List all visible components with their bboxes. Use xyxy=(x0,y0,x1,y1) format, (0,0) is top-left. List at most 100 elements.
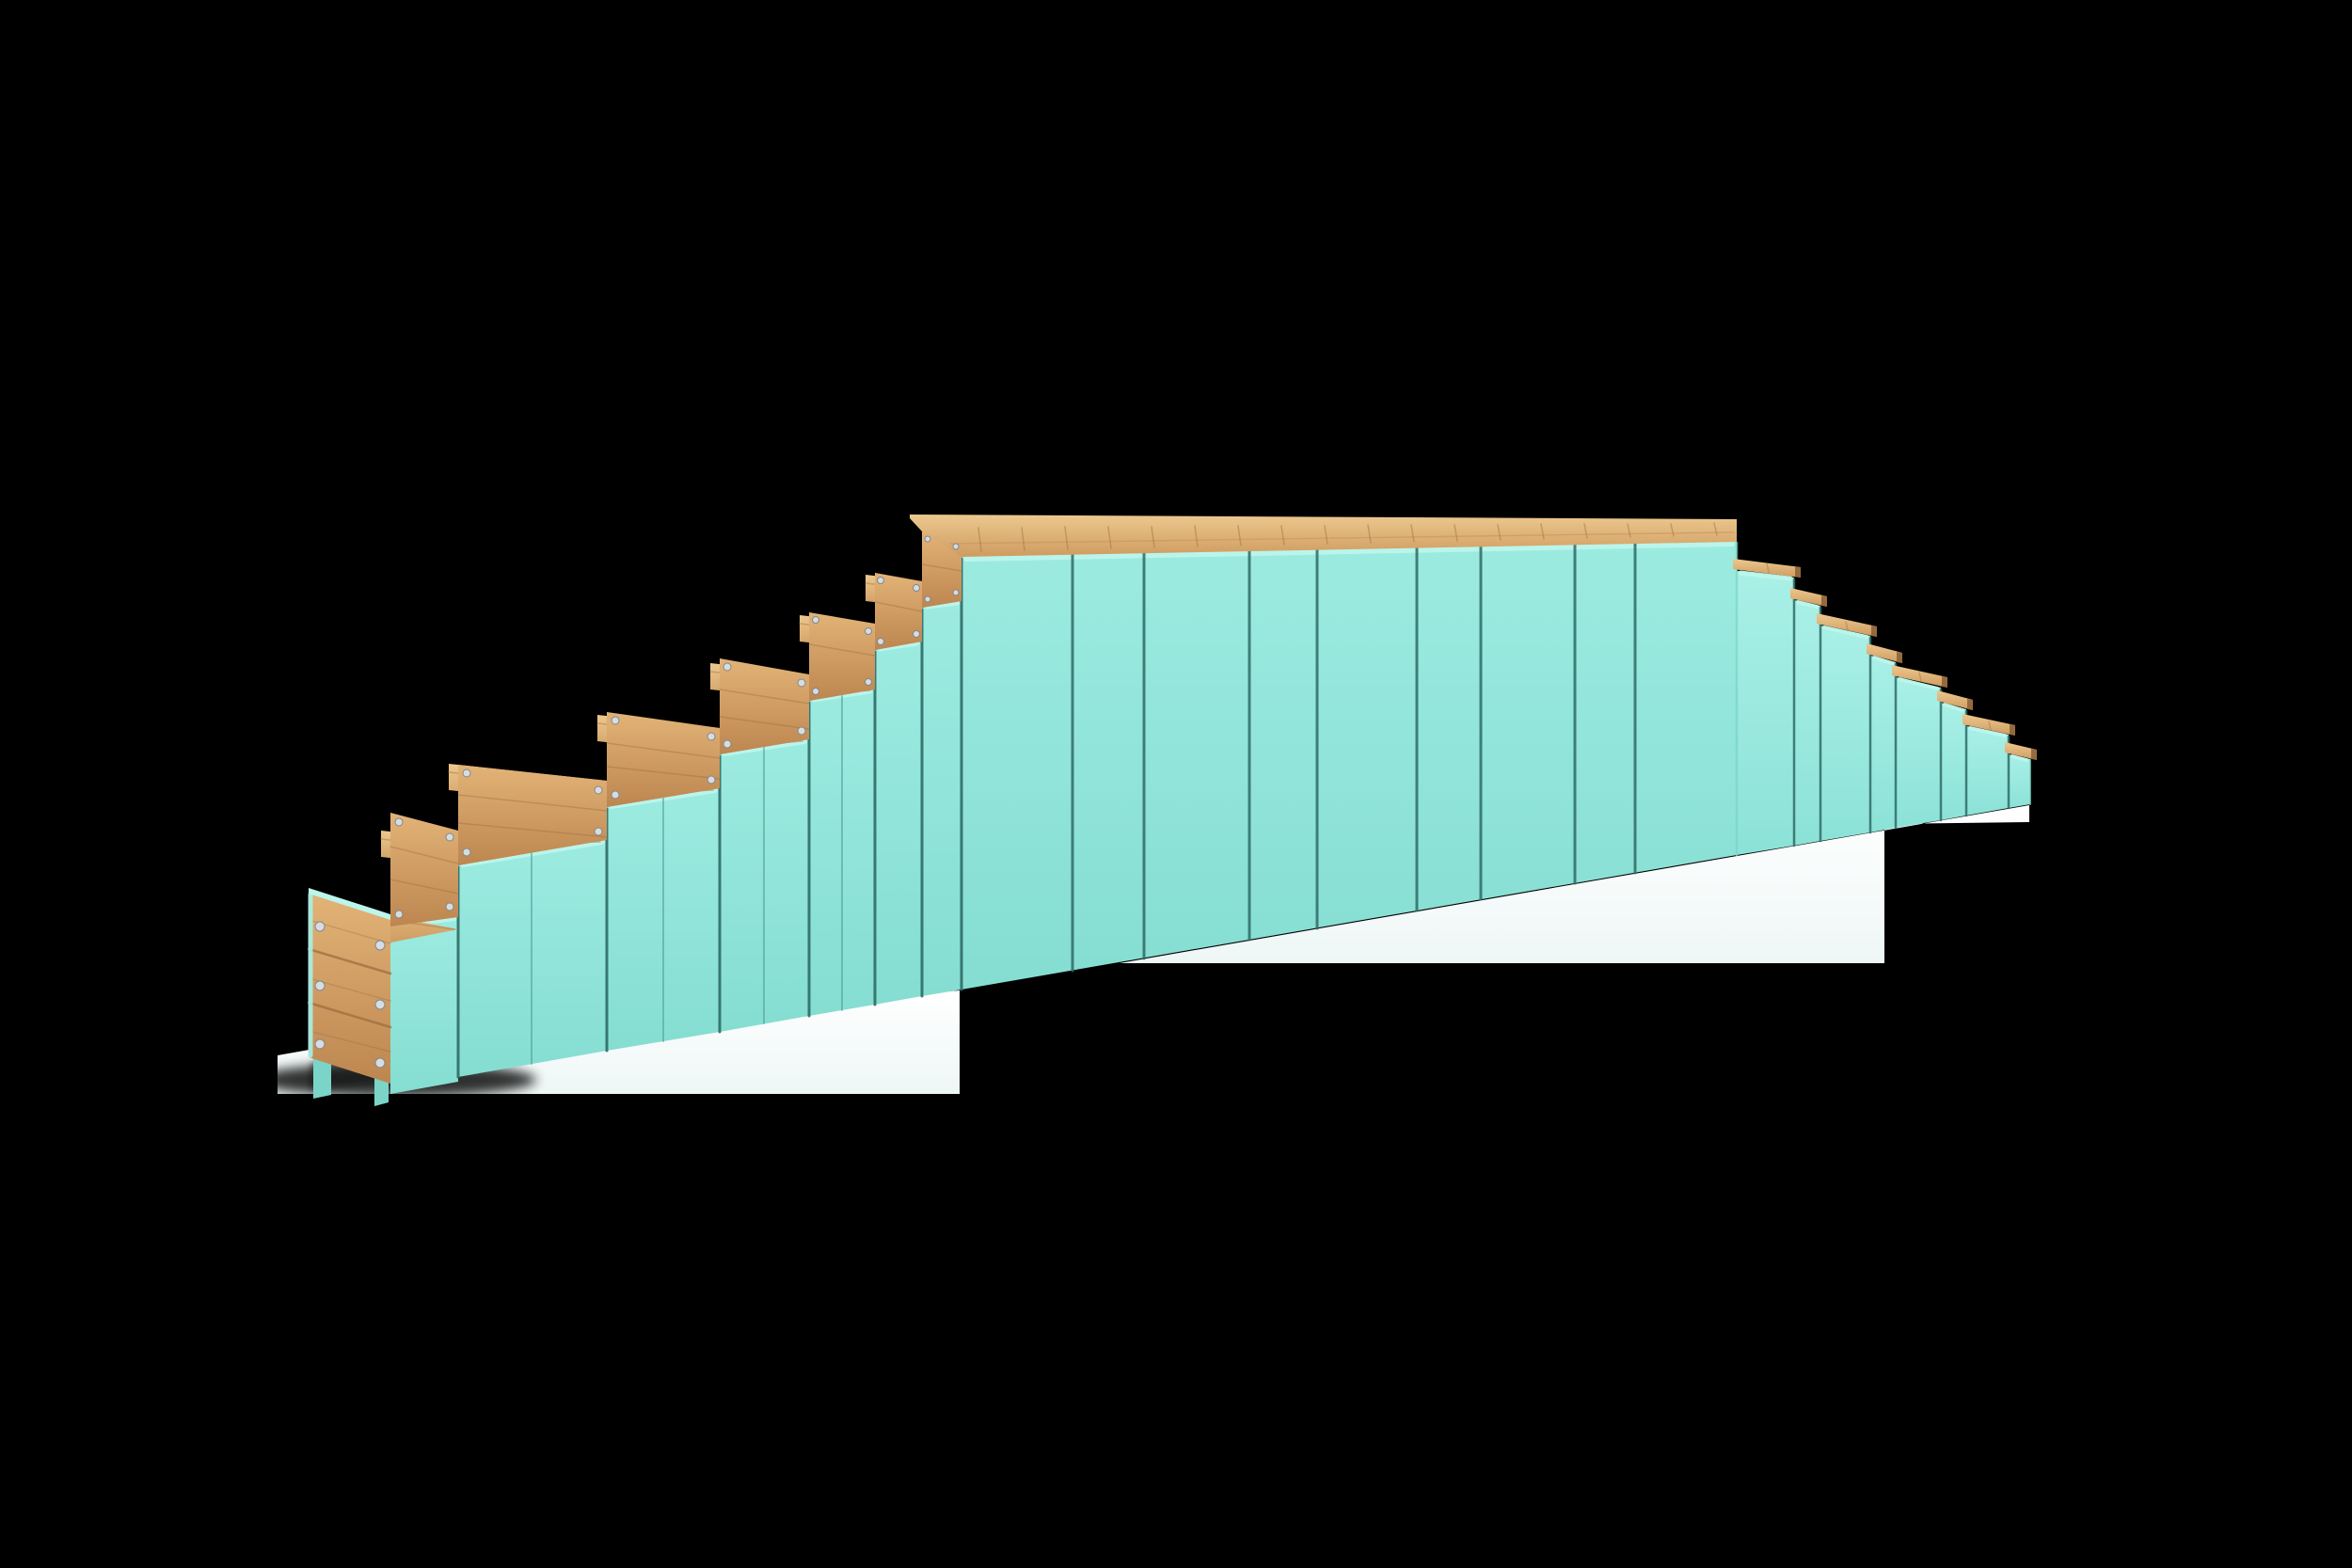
screw xyxy=(797,726,806,736)
riser-grain-4 xyxy=(719,689,810,705)
top-deck-strip xyxy=(910,515,1737,557)
screw xyxy=(394,910,404,919)
deck-tick-8 xyxy=(1280,525,1285,546)
screw xyxy=(812,688,819,695)
top-deck-mid-seam xyxy=(949,531,1735,545)
right-tread-tick-7 xyxy=(1988,721,1992,731)
end-face xyxy=(309,894,390,1084)
riser-grain-1 xyxy=(389,846,459,864)
deck-tick-17 xyxy=(1670,523,1675,537)
deck-tick-4 xyxy=(1107,526,1112,549)
right-tread-6 xyxy=(1937,690,1973,710)
right-tread-cap-6 xyxy=(1967,699,1973,710)
riser-grain-6 xyxy=(874,601,923,612)
screw xyxy=(865,678,872,686)
screw xyxy=(445,902,454,911)
screw xyxy=(723,662,732,672)
deck-tick-2 xyxy=(1021,527,1025,551)
shoulder-edge-r1 xyxy=(1738,570,1793,581)
screw xyxy=(707,732,716,741)
deck-tick-12 xyxy=(1454,524,1458,542)
bench-foot-right xyxy=(374,1074,389,1106)
screw xyxy=(812,616,819,624)
screw xyxy=(924,595,931,603)
front-panel-0 xyxy=(390,917,458,1094)
right-step-panel-7 xyxy=(1966,726,2009,816)
shoulder-edge-r4 xyxy=(1872,656,1894,665)
riser-face-6 xyxy=(875,573,922,650)
deck-tick-7 xyxy=(1237,525,1242,546)
screw xyxy=(374,940,386,951)
deck-tick-10 xyxy=(1367,524,1372,544)
screw xyxy=(952,543,960,550)
screw xyxy=(374,999,386,1010)
right-tread-tick-3 xyxy=(1845,621,1849,631)
screw xyxy=(445,832,454,842)
floor-patch-right xyxy=(1120,805,2029,963)
end-face-grain-3 xyxy=(308,1030,391,1053)
deck-tick-13 xyxy=(1497,524,1502,541)
deck-tick-5 xyxy=(1151,526,1155,548)
deck-tick-18 xyxy=(1713,522,1718,536)
screw xyxy=(314,1038,326,1050)
riser-face-1 xyxy=(390,813,458,927)
screw xyxy=(913,584,920,592)
riser-face-4 xyxy=(720,658,809,754)
screw xyxy=(374,1057,386,1069)
right-step-panel-2 xyxy=(1794,600,1820,846)
riser-grain-3b xyxy=(606,766,721,780)
end-face-plank-seam-1 xyxy=(307,947,392,975)
riser-grain-7 xyxy=(921,563,962,572)
screw xyxy=(462,847,471,857)
deck-tick-6 xyxy=(1194,525,1199,547)
screw xyxy=(952,589,960,596)
right-step-panel-3 xyxy=(1820,626,1870,841)
shoulder-edge-r6 xyxy=(1943,703,1964,712)
shoulder-edge-r3 xyxy=(1822,626,1868,639)
riser-face-2 xyxy=(458,765,607,865)
right-tread-cap-2 xyxy=(1821,595,1827,607)
riser-grain-3 xyxy=(606,742,721,759)
deck-tick-14 xyxy=(1540,523,1545,540)
riser-grain-2b xyxy=(457,822,608,838)
screw xyxy=(797,678,806,688)
screw xyxy=(924,535,931,543)
bench-foot-left xyxy=(313,1053,331,1099)
right-tread-cap-8 xyxy=(2031,749,2037,760)
screw xyxy=(877,577,884,584)
right-step-panel-4 xyxy=(1870,656,1896,832)
shoulder-edge-5 xyxy=(877,641,920,652)
right-tread-cap-4 xyxy=(1897,652,1902,663)
front-panel-5 xyxy=(875,641,922,1005)
deck-tick-15 xyxy=(1583,523,1588,539)
riser-grain-2 xyxy=(457,794,608,812)
screw xyxy=(394,817,404,827)
deck-tick-1 xyxy=(977,527,982,552)
right-step-panel-8 xyxy=(2009,754,2030,808)
right-tread-cap-5 xyxy=(1942,676,1947,688)
riser-face-3 xyxy=(607,712,720,807)
screw xyxy=(877,638,884,645)
right-tread-1 xyxy=(1733,559,1801,578)
riser-grain-5 xyxy=(808,643,876,657)
right-tread-4 xyxy=(1867,643,1902,663)
right-tread-7 xyxy=(1963,714,2015,736)
screw xyxy=(314,921,326,932)
end-face-plank-seam-2 xyxy=(307,1001,392,1029)
riser-grain-4b xyxy=(719,716,810,730)
deck-tick-3 xyxy=(1064,526,1069,550)
shoulder-edge-6 xyxy=(924,600,961,610)
right-tread-tick-5 xyxy=(1918,672,1922,682)
front-wall-top xyxy=(961,541,1737,990)
front-panel-6 xyxy=(922,601,961,996)
right-tread-8 xyxy=(2005,742,2037,760)
shoulder-edge-r2 xyxy=(1796,600,1819,609)
screw xyxy=(913,630,920,638)
screw xyxy=(723,739,732,749)
end-face-top-sliver xyxy=(309,888,390,920)
screw xyxy=(707,775,716,784)
shoulder-edge-r5 xyxy=(1898,677,1939,690)
screw xyxy=(865,627,872,635)
